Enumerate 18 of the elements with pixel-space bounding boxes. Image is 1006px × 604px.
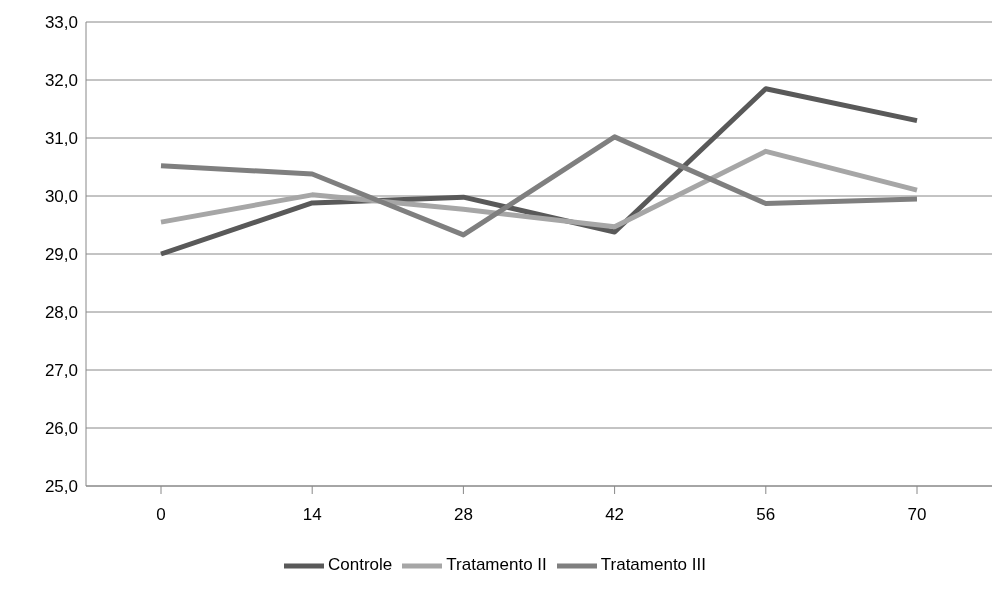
x-tick-label: 14 bbox=[302, 505, 322, 525]
x-tick-label: 28 bbox=[453, 505, 473, 525]
x-tick-label: 70 bbox=[907, 505, 927, 525]
y-tick-label: 25,0 bbox=[44, 477, 78, 497]
y-tick-label: 26,0 bbox=[44, 419, 78, 439]
x-tick-label: 42 bbox=[605, 505, 625, 525]
legend-label: Tratamento II bbox=[446, 555, 547, 575]
y-tick-label: 28,0 bbox=[44, 303, 78, 323]
y-tick-label: 27,0 bbox=[44, 361, 78, 381]
y-tick-label: 32,0 bbox=[44, 71, 78, 91]
x-tick-label: 0 bbox=[156, 505, 166, 525]
y-tick-label: 30,0 bbox=[44, 187, 78, 207]
y-tick-label: 31,0 bbox=[44, 129, 78, 149]
x-tick-label: 56 bbox=[756, 505, 776, 525]
legend-label: Controle bbox=[328, 555, 393, 575]
legend-label: Tratamento III bbox=[600, 555, 706, 575]
y-tick-label: 33,0 bbox=[44, 13, 78, 33]
y-tick-label: 29,0 bbox=[44, 245, 78, 265]
